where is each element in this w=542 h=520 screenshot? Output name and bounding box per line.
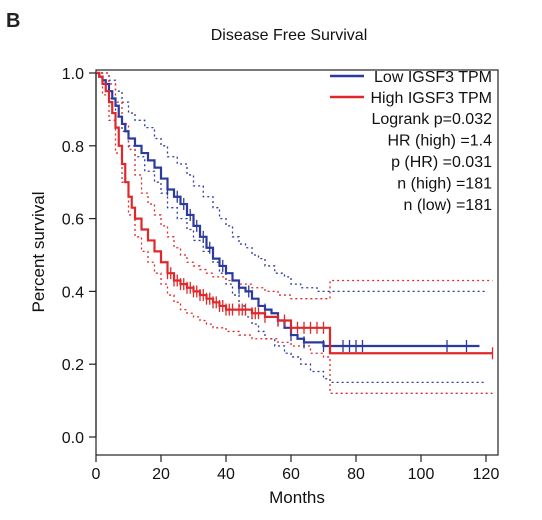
- y-axis-title: Percent survival: [29, 192, 48, 313]
- high-ci-upper: [96, 72, 493, 300]
- censor-marks: [166, 183, 494, 360]
- legend-stat: n (low) =181: [404, 197, 493, 214]
- y-tick-label: 0.8: [62, 139, 84, 156]
- legend: Low IGSF3 TPM High IGSF3 TPM Logrank p=0.0…: [330, 69, 492, 214]
- legend-stat: Logrank p=0.032: [371, 111, 492, 128]
- legend-stat: n (high) =181: [397, 176, 492, 193]
- low-survival-curve: [96, 71, 480, 348]
- x-tick-label: 100: [408, 466, 435, 483]
- panel-label: B: [6, 10, 21, 32]
- x-tick-label: 120: [473, 466, 500, 483]
- low-legend-label: Low IGSF3 TPM: [374, 69, 492, 86]
- x-axis-title: Months: [269, 488, 325, 507]
- x-tick-label: 80: [347, 466, 365, 483]
- axes: 0.0 0.2 0.4 0.6 0.8 1.0 0 20 40 60 80 100 120: [62, 66, 500, 483]
- legend-stat: p (HR) =0.031: [391, 154, 492, 171]
- y-tick-label: 0.0: [62, 430, 84, 447]
- x-tick-label: 60: [282, 466, 300, 483]
- low-ci-lower: [96, 72, 486, 384]
- y-tick-label: 0.6: [62, 212, 84, 229]
- high-legend-label: High IGSF3 TPM: [370, 90, 492, 107]
- y-tick-label: 0.4: [62, 284, 84, 301]
- x-tick-label: 20: [152, 466, 170, 483]
- x-tick-label: 40: [217, 466, 235, 483]
- y-tick-label: 1.0: [62, 66, 84, 83]
- legend-stat: HR (high) =1.4: [388, 133, 493, 150]
- x-tick-label: 0: [92, 466, 101, 483]
- chart-title: Disease Free Survival: [211, 27, 368, 44]
- low-ci-upper: [96, 72, 486, 293]
- y-tick-label: 0.2: [62, 357, 84, 374]
